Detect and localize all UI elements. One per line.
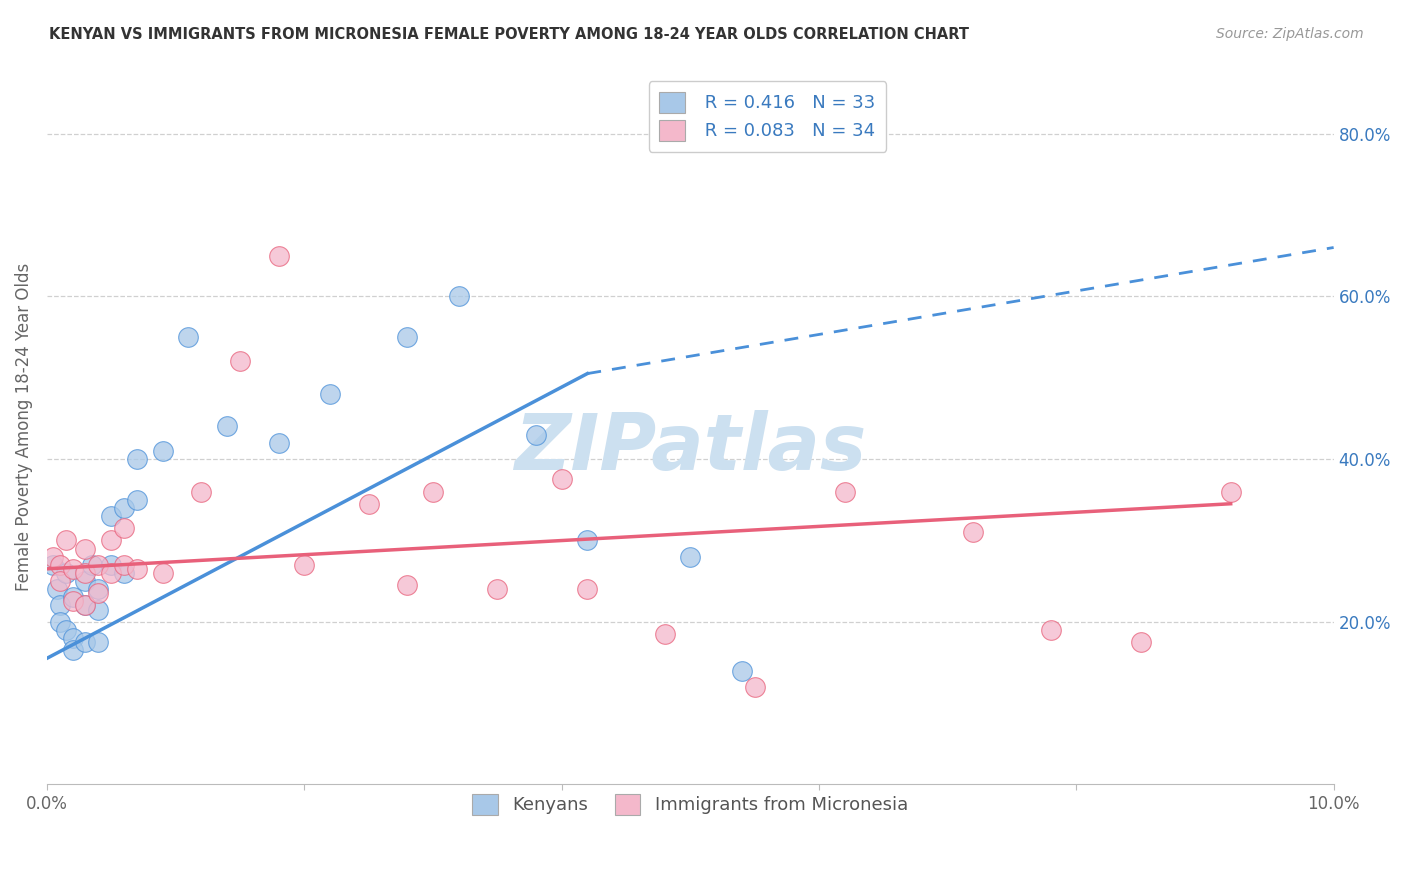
Point [112,500,135,515]
Point [744,680,766,694]
Point [319,387,342,401]
Point [62,591,84,605]
Point [75,574,97,588]
Point [55,533,77,548]
Point [125,562,148,576]
Point [962,525,984,540]
Point [75,566,97,580]
Point [125,452,148,467]
Point [75,635,97,649]
Point [49,615,72,629]
Point [100,566,122,580]
Legend: Kenyans, Immigrants from Micronesia: Kenyans, Immigrants from Micronesia [461,783,920,825]
Point [87,558,110,572]
Point [1039,623,1062,637]
Point [80,558,103,572]
Point [75,541,97,556]
Point [229,354,252,368]
Point [576,582,599,597]
Point [100,533,122,548]
Point [112,521,135,535]
Point [654,627,676,641]
Point [87,602,110,616]
Point [1219,484,1241,499]
Point [87,586,110,600]
Point [267,249,290,263]
Point [486,582,509,597]
Point [62,643,84,657]
Y-axis label: Female Poverty Among 18-24 Year Olds: Female Poverty Among 18-24 Year Olds [15,262,32,591]
Point [447,289,470,303]
Point [62,631,84,645]
Point [152,566,174,580]
Point [55,623,77,637]
Point [267,435,290,450]
Text: KENYAN VS IMMIGRANTS FROM MICRONESIA FEMALE POVERTY AMONG 18-24 YEAR OLDS CORREL: KENYAN VS IMMIGRANTS FROM MICRONESIA FEM… [49,27,969,42]
Point [46,582,69,597]
Point [49,558,72,572]
Point [422,484,444,499]
Point [75,599,97,613]
Point [100,508,122,523]
Point [396,330,419,344]
Point [215,419,238,434]
Point [292,558,315,572]
Point [524,427,547,442]
Point [190,484,212,499]
Text: Source: ZipAtlas.com: Source: ZipAtlas.com [1216,27,1364,41]
Point [112,566,135,580]
Point [87,582,110,597]
Point [100,558,122,572]
Point [834,484,856,499]
Point [62,562,84,576]
Point [87,635,110,649]
Point [396,578,419,592]
Point [55,566,77,580]
Point [576,533,599,548]
Point [75,599,97,613]
Point [679,549,702,564]
Point [125,492,148,507]
Point [177,330,200,344]
Point [42,558,65,572]
Point [42,549,65,564]
Point [152,443,174,458]
Point [1129,635,1152,649]
Point [62,594,84,608]
Point [731,664,754,678]
Point [550,472,572,486]
Point [49,574,72,588]
Point [112,558,135,572]
Text: ZIPatlas: ZIPatlas [515,410,866,486]
Point [357,497,380,511]
Point [49,599,72,613]
